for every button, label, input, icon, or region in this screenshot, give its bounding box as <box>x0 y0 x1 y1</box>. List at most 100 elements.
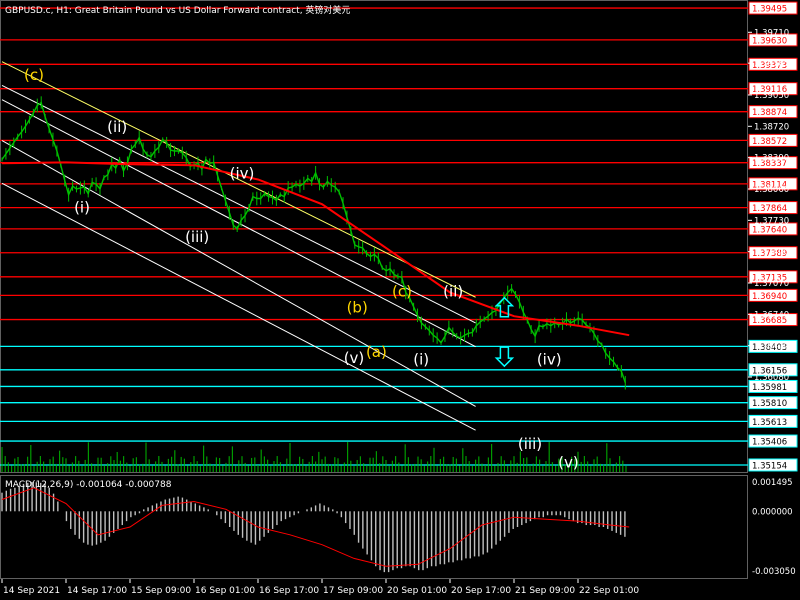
signal-arrows[interactable] <box>494 296 515 368</box>
volume-bar <box>439 458 441 472</box>
support-price-label: 1.35154 <box>752 461 787 471</box>
time-axis-label: 21 Sep 09:00 <box>515 586 575 596</box>
volume-bar <box>212 464 214 472</box>
channel-line[interactable] <box>1 99 476 348</box>
volume-bar <box>350 460 352 472</box>
channel-lines[interactable] <box>1 61 476 431</box>
volume-bar <box>39 456 41 472</box>
volume-bar <box>110 456 112 472</box>
volume-bar <box>107 463 109 472</box>
volume-bar <box>491 443 493 472</box>
resistance-price-label: 1.37864 <box>752 204 787 214</box>
volume-bar <box>7 462 9 472</box>
volume-bar <box>468 461 470 472</box>
volume-bar <box>519 451 521 472</box>
wave-label: (v) <box>558 453 579 471</box>
volume-bar <box>609 458 611 472</box>
volume-bar <box>593 459 595 472</box>
resistance-price-box <box>748 156 798 170</box>
resistance-price-box <box>748 82 798 96</box>
upper-trend-line[interactable] <box>1 61 476 298</box>
volume-bar <box>52 456 54 472</box>
volume-bar <box>299 456 301 472</box>
volume-bar <box>263 456 265 472</box>
resistance-price-label: 1.38874 <box>752 108 787 118</box>
volume-bar <box>452 456 454 472</box>
time-axis-label: 16 Sep 17:00 <box>259 586 319 596</box>
volume-bar <box>119 460 121 472</box>
volume-bar <box>225 462 227 472</box>
resistance-price-box <box>748 33 798 47</box>
volume-bar <box>151 465 153 472</box>
channel-line[interactable] <box>1 182 476 431</box>
volume-bar <box>231 446 233 472</box>
wave-label: (i) <box>413 351 429 369</box>
volume-bar <box>583 456 585 472</box>
time-axis-label: 20 Sep 17:00 <box>451 586 511 596</box>
resistance-price-box <box>748 133 798 147</box>
volume-bar <box>14 458 16 472</box>
volume-bar <box>548 442 550 472</box>
volume-bar <box>503 460 505 472</box>
volume-bar <box>311 456 313 472</box>
volume-bar <box>558 458 560 472</box>
channel-line[interactable] <box>1 140 476 407</box>
volume-bar <box>23 464 25 472</box>
volume-bar <box>324 456 326 472</box>
wave-label: (iii) <box>518 435 542 453</box>
up-arrow-icon[interactable] <box>494 296 515 318</box>
volume-bar <box>337 458 339 472</box>
volume-bar <box>20 464 22 472</box>
volume-bar <box>343 462 345 472</box>
volume-bar <box>286 458 288 472</box>
volume-bar <box>446 464 448 472</box>
volume-bar <box>334 457 336 472</box>
volume-bar <box>295 464 297 472</box>
price-tick-label: 1.38720 <box>754 122 789 132</box>
volume-bar <box>561 456 563 472</box>
volume-bar <box>590 465 592 472</box>
price-tick-label: 1.37730 <box>754 216 789 226</box>
volume-bar <box>180 456 182 472</box>
wave-label: (ii) <box>107 118 127 136</box>
price-tick-label: 1.37070 <box>754 279 789 289</box>
volume-bar <box>401 465 403 472</box>
resistance-price-box <box>748 246 798 260</box>
volume-bar <box>465 456 467 472</box>
support-price-label: 1.35406 <box>752 438 787 448</box>
volume-bar <box>481 463 483 472</box>
volume-bar <box>487 457 489 472</box>
wave-label: (ii) <box>443 282 463 300</box>
volume-bar <box>113 460 115 472</box>
resistance-price-label: 1.36940 <box>752 292 787 302</box>
channel-line[interactable] <box>1 85 476 324</box>
volume-bar <box>471 465 473 472</box>
volume-bar <box>206 456 208 472</box>
volume-bar <box>193 456 195 472</box>
volume-bar <box>84 459 86 472</box>
volume-bar <box>158 456 160 472</box>
volume-bar <box>55 463 57 472</box>
resistance-price-box <box>748 222 798 236</box>
price-tick-label: 1.36410 <box>754 342 789 352</box>
price-tick-label: 1.39710 <box>754 28 789 38</box>
volume-bar <box>270 465 272 472</box>
volume-bar <box>388 465 390 472</box>
volume-bar <box>382 456 384 472</box>
volume-bar <box>622 460 624 472</box>
horizontal-levels[interactable]: 1.39495 1.39630 1.39373 1.39116 1.38874 1.385… <box>0 1 798 472</box>
support-price-box <box>748 414 798 428</box>
volume-bar <box>241 456 243 472</box>
volume-bar <box>30 445 32 472</box>
volume-bar <box>187 465 189 472</box>
moving-average-line <box>1 161 630 337</box>
volume-bar <box>49 459 51 472</box>
volume-bar <box>139 464 141 472</box>
resistance-price-label: 1.39373 <box>752 61 787 71</box>
volume-bar <box>145 442 147 472</box>
down-arrow-icon[interactable] <box>494 346 515 368</box>
volume-bar <box>43 461 45 472</box>
volume-bar <box>1 447 3 472</box>
volume-bar <box>532 463 534 472</box>
